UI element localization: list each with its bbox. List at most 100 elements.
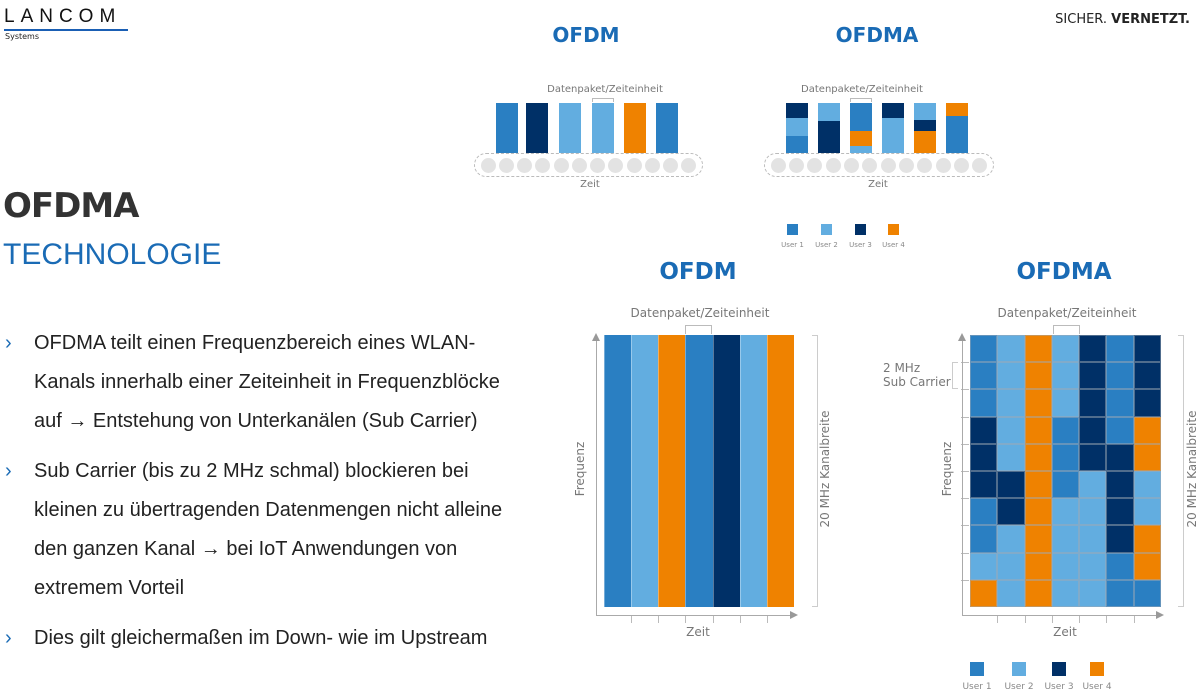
subcarrier-cell <box>997 498 1025 526</box>
legend-label: User 1 <box>962 682 992 692</box>
top-ofdm-axis: Zeit <box>580 179 600 190</box>
packet-segment <box>850 130 872 146</box>
subcarrier-cell <box>1024 552 1052 580</box>
logo-subtitle: Systems <box>5 32 39 41</box>
subcarrier-cell <box>1133 471 1161 499</box>
bullet-1: › OFDMA teilt einen Frequenzbereich eines… <box>5 324 555 441</box>
chevron-right-icon: › <box>5 627 12 649</box>
subcarrier-cell <box>970 416 998 444</box>
time-tick <box>712 615 714 623</box>
time-tick <box>1024 615 1026 623</box>
subcarrier-line: Sub Carrier <box>883 375 951 389</box>
packet-segment <box>850 145 872 153</box>
bullet-line: extremem Vorteil <box>34 577 185 599</box>
legend-swatch <box>1090 662 1104 676</box>
legend-label: User 3 <box>1044 682 1074 692</box>
subcarrier-cell <box>970 552 998 580</box>
subcarrier-cell <box>1133 579 1161 607</box>
subcarrier-cell <box>1079 416 1107 444</box>
frequency-column <box>766 335 794 607</box>
bullet-3: › Dies gilt gleichermaßen im Down- wie im… <box>5 619 555 658</box>
frequency-tick <box>961 362 969 364</box>
time-tick <box>631 615 633 623</box>
subcarrier-cell <box>1133 389 1161 417</box>
subcarrier-cell <box>1106 579 1134 607</box>
packet-segment <box>850 103 872 131</box>
legend-label: User 3 <box>849 241 872 249</box>
subcarrier-cell <box>997 443 1025 471</box>
subcarrier-cell <box>1051 443 1080 471</box>
subcarrier-cell <box>970 389 998 417</box>
subcarrier-cell <box>1133 498 1161 526</box>
tagline: SICHER. VERNETZT. <box>1055 12 1190 27</box>
subcarrier-cell <box>997 416 1025 444</box>
grid-ofdma-label: Datenpaket/Zeiteinheit <box>997 306 1137 320</box>
packet-bar <box>656 103 678 153</box>
legend-label: User 1 <box>781 241 804 249</box>
packet-stack <box>882 103 904 153</box>
x-axis <box>596 615 791 616</box>
subcarrier-cell <box>997 525 1025 553</box>
top-ofdm-label: Datenpaket/Zeiteinheit <box>547 84 663 95</box>
subcarrier-cell <box>1079 362 1107 390</box>
packet-bar <box>559 103 581 153</box>
subcarrier-cell <box>997 389 1025 417</box>
subcarrier-cell <box>1051 335 1080 363</box>
grid-ofdm-y-axis: Frequenz <box>573 441 587 497</box>
frequency-tick <box>961 471 969 472</box>
lancom-logo: LANCOM <box>4 6 122 27</box>
legend-swatch <box>1052 662 1066 676</box>
legend-swatch <box>970 662 984 676</box>
bullet-line: OFDMA teilt einen Frequenzbereich eines … <box>34 332 476 354</box>
subcarrier-cell <box>1051 362 1080 390</box>
time-tick <box>1051 615 1053 623</box>
frequency-tick <box>961 552 969 554</box>
subcarrier-cell <box>970 443 998 471</box>
subcarrier-line: 2 MHz <box>883 361 921 375</box>
tagline-part: SICHER. <box>1055 12 1108 27</box>
tagline-bold: VERNETZT. <box>1111 12 1190 27</box>
subcarrier-cell <box>1133 443 1161 471</box>
grid-ofdma-bandwidth: 20 MHz Kanalbreite <box>1185 410 1199 528</box>
subcarrier-cell <box>1051 471 1080 499</box>
time-tick <box>739 615 741 623</box>
frequency-tick <box>961 579 969 581</box>
packet-bar <box>624 103 646 153</box>
subcarrier-cell <box>1024 525 1052 553</box>
bandwidth-bracket <box>812 335 818 607</box>
packet-bracket <box>1053 325 1080 334</box>
packet-segment <box>946 103 968 116</box>
packet-stack <box>818 103 840 153</box>
subcarrier-cell <box>1079 552 1107 580</box>
subcarrier-cell <box>1106 498 1134 526</box>
time-tick <box>1106 615 1108 623</box>
packet-segment <box>882 103 904 118</box>
legend-swatch <box>1012 662 1026 676</box>
grid-ofdma-x-axis: Zeit <box>1053 625 1077 639</box>
bullet-line: kleinen zu übertragenden Datenmengen nic… <box>34 499 503 521</box>
subcarrier-cell <box>970 579 998 607</box>
time-conveyor <box>474 153 703 177</box>
subcarrier-cell <box>1079 471 1107 499</box>
packet-stack <box>946 103 968 153</box>
subcarrier-cell <box>1051 416 1080 444</box>
legend-swatch <box>855 224 866 235</box>
bullet-line: Sub Carrier (bis zu 2 MHz schmal) blocki… <box>34 460 469 482</box>
packet-segment <box>946 115 968 153</box>
page-title: OFDMA <box>3 186 139 226</box>
packet-segment <box>818 103 840 121</box>
subcarrier-cell <box>1051 552 1080 580</box>
packet-segment <box>914 119 936 131</box>
frequency-column <box>712 335 740 607</box>
subcarrier-cell <box>970 471 998 499</box>
subcarrier-cell <box>1106 471 1134 499</box>
subcarrier-cell <box>1024 498 1052 526</box>
legend-label: User 4 <box>882 241 905 249</box>
subcarrier-cell <box>970 362 998 390</box>
subcarrier-cell <box>1106 443 1134 471</box>
subcarrier-cell <box>1079 498 1107 526</box>
chevron-right-icon: › <box>5 460 12 482</box>
subcarrier-cell <box>1079 525 1107 553</box>
bullet-line: den ganzen Kanal → bei IoT Anwendungen v… <box>34 538 458 560</box>
subcarrier-cell <box>1106 389 1134 417</box>
